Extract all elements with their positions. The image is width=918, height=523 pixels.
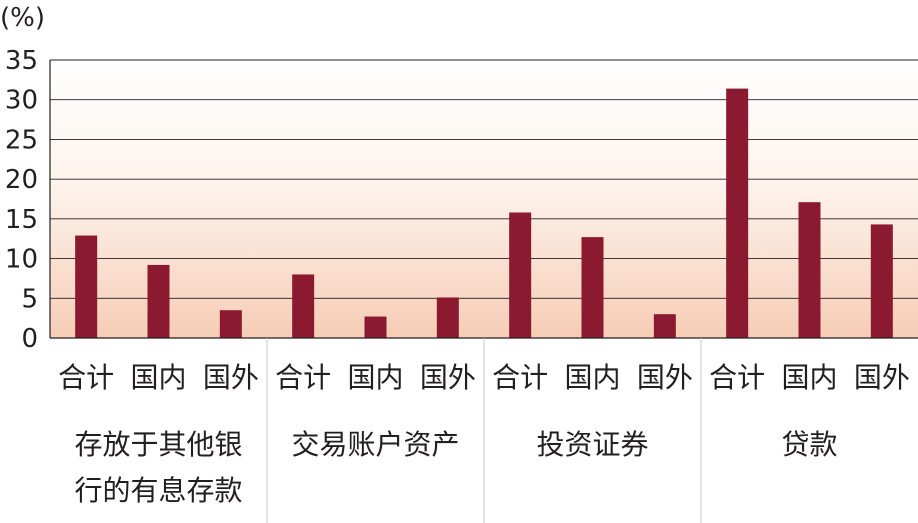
unit-label: (%): [0, 3, 45, 33]
y-tick-label: 10: [5, 245, 38, 275]
category-label: 合计: [709, 361, 765, 394]
group-label: 贷款: [781, 428, 837, 461]
group-label: 交易账户资产: [291, 428, 459, 461]
bar: [653, 314, 676, 338]
bar: [219, 310, 242, 338]
y-tick-label: 25: [5, 125, 38, 155]
bars: [75, 88, 893, 338]
category-label: 国外: [637, 361, 693, 394]
category-label: 合计: [492, 361, 548, 394]
y-tick-labels: 0 5 10 15 20 25 30 35: [5, 46, 38, 354]
bar: [726, 88, 749, 338]
y-tick-label: 15: [5, 205, 38, 235]
category-label: 国外: [854, 361, 910, 394]
bar: [292, 274, 315, 338]
bar: [147, 264, 170, 338]
group-label: 行的有息存款: [74, 474, 242, 507]
category-label: 国内: [564, 361, 620, 394]
y-tick-label: 5: [21, 284, 38, 314]
grid-lines: [50, 59, 918, 299]
y-tick-label: 20: [5, 165, 38, 195]
group-label: 投资证券: [536, 428, 648, 461]
category-label: 合计: [275, 361, 331, 394]
bar: [75, 235, 98, 338]
category-label: 国外: [203, 361, 259, 394]
category-label: 国内: [781, 361, 837, 394]
category-label: 国外: [420, 361, 476, 394]
y-tick-label: 30: [5, 86, 38, 116]
y-tick-label: 0: [21, 324, 38, 354]
bar: [581, 237, 604, 338]
bar: [870, 224, 893, 338]
bar: [436, 297, 459, 338]
group-label: 存放于其他银: [74, 428, 242, 461]
category-label: 国内: [130, 361, 186, 394]
bar: [798, 202, 821, 338]
bar: [364, 316, 387, 338]
bar: [509, 212, 532, 338]
category-label: 合计: [58, 361, 114, 394]
category-label: 国内: [347, 361, 403, 394]
y-tick-label: 35: [5, 46, 38, 76]
plot-background: [50, 60, 918, 338]
